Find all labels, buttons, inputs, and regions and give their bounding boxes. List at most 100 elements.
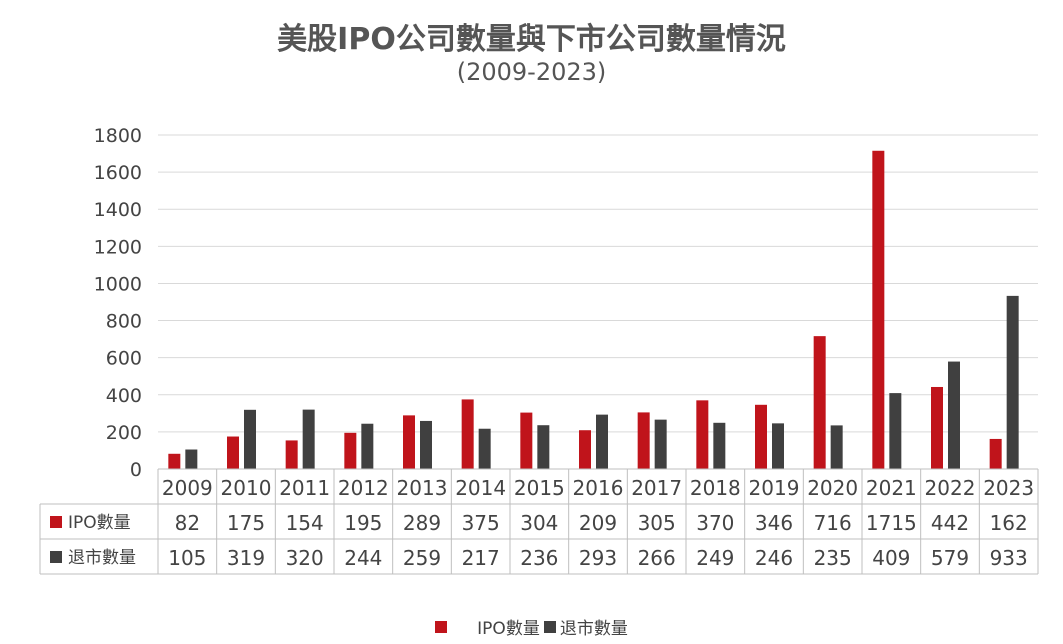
table-cell-ipo-2018: 370 xyxy=(696,511,734,535)
bar-delist-2017 xyxy=(654,419,667,469)
bar-ipo-2022 xyxy=(931,386,943,469)
bar-ipo-2020 xyxy=(813,336,826,469)
table-cell-ipo-2013: 289 xyxy=(403,511,441,535)
bar-delist-2010 xyxy=(244,409,256,469)
y-tick-label-1200: 1200 xyxy=(94,236,142,258)
table-cell-delist-2015: 236 xyxy=(520,546,558,570)
table-cell-ipo-2019: 346 xyxy=(755,511,793,535)
table-cell-delist-2011: 320 xyxy=(286,546,324,570)
legend-item-delist: 退市數量 xyxy=(543,614,628,639)
y-tick-label-1600: 1600 xyxy=(94,162,142,184)
x-category-label-2014: 2014 xyxy=(455,476,506,500)
x-category-label-2018: 2018 xyxy=(690,476,741,500)
x-category-label-2017: 2017 xyxy=(631,476,682,500)
table-cell-delist-2017: 266 xyxy=(638,546,676,570)
y-tick-label-400: 400 xyxy=(106,385,142,407)
bar-delist-2021 xyxy=(889,393,902,469)
y-tick-label-800: 800 xyxy=(106,311,142,333)
x-category-label-2019: 2019 xyxy=(749,476,800,500)
bar-delist-2023 xyxy=(1006,295,1019,469)
bar-ipo-2016 xyxy=(579,430,591,469)
table-cell-ipo-2020: 716 xyxy=(814,511,852,535)
table-cell-delist-2023: 933 xyxy=(990,546,1028,570)
bar-delist-2012 xyxy=(361,423,374,469)
y-tick-label-1400: 1400 xyxy=(94,199,142,221)
bar-delist-2009 xyxy=(185,449,198,469)
table-cell-delist-2021: 409 xyxy=(872,546,910,570)
table-cell-ipo-2016: 209 xyxy=(579,511,617,535)
table-cell-delist-2018: 249 xyxy=(696,546,734,570)
table-cell-delist-2014: 217 xyxy=(462,546,500,570)
bar-ipo-2019 xyxy=(755,404,767,469)
table-row-header-ipo: IPO數量 xyxy=(68,513,131,533)
table-cell-delist-2010: 319 xyxy=(227,546,265,570)
table-cell-ipo-2023: 162 xyxy=(990,511,1028,535)
x-category-label-2010: 2010 xyxy=(221,476,272,500)
bar-ipo-2021 xyxy=(872,150,885,469)
x-category-label-2009: 2009 xyxy=(162,476,213,500)
legend-label-delist: 退市數量 xyxy=(559,619,628,639)
table-row-header-delist: 退市數量 xyxy=(68,548,136,568)
y-tick-label-0: 0 xyxy=(130,459,142,481)
x-category-label-2012: 2012 xyxy=(338,476,389,500)
table-cell-ipo-2009: 82 xyxy=(175,511,200,535)
table-cell-ipo-2010: 175 xyxy=(227,511,265,535)
bar-ipo-2018 xyxy=(696,400,709,469)
x-category-label-2020: 2020 xyxy=(807,476,858,500)
legend-label-ipo: IPO數量 xyxy=(477,619,540,639)
bar-delist-2013 xyxy=(420,420,432,469)
bar-ipo-2017 xyxy=(637,412,650,469)
table-cell-ipo-2021: 1715 xyxy=(866,511,917,535)
x-category-label-2013: 2013 xyxy=(397,476,448,500)
table-cell-delist-2009: 105 xyxy=(168,546,206,570)
chart-title: 美股IPO公司數量與下市公司數量情況 xyxy=(277,22,786,57)
table-cell-delist-2020: 235 xyxy=(814,546,852,570)
x-category-label-2011: 2011 xyxy=(279,476,330,500)
table-cell-delist-2019: 246 xyxy=(755,546,793,570)
bar-delist-2015 xyxy=(537,425,550,469)
x-category-label-2021: 2021 xyxy=(866,476,917,500)
table-cell-ipo-2014: 375 xyxy=(462,511,500,535)
bar-delist-2018 xyxy=(713,422,726,469)
chart-legend: IPO數量 退市數量 xyxy=(0,614,1063,639)
x-category-label-2016: 2016 xyxy=(573,476,624,500)
legend-item-ipo: IPO數量 xyxy=(435,614,540,639)
legend-swatch-ipo xyxy=(435,620,448,633)
bar-delist-2011 xyxy=(302,409,315,469)
y-tick-label-200: 200 xyxy=(106,422,142,444)
chart-subtitle: (2009-2023) xyxy=(456,58,607,86)
bar-ipo-2023 xyxy=(989,438,1002,469)
bar-delist-2022 xyxy=(948,361,960,469)
bar-ipo-2012 xyxy=(344,432,357,469)
bar-ipo-2010 xyxy=(227,436,239,469)
legend-swatch-delist xyxy=(543,620,556,633)
table-cell-ipo-2017: 305 xyxy=(638,511,676,535)
table-cell-ipo-2011: 154 xyxy=(286,511,324,535)
table-cell-delist-2016: 293 xyxy=(579,546,617,570)
bar-ipo-2009 xyxy=(168,453,181,469)
table-cell-delist-2013: 259 xyxy=(403,546,441,570)
bar-ipo-2011 xyxy=(285,440,298,469)
table-cell-ipo-2012: 195 xyxy=(344,511,382,535)
x-category-label-2015: 2015 xyxy=(514,476,565,500)
table-cell-delist-2012: 244 xyxy=(344,546,382,570)
x-category-label-2023: 2023 xyxy=(983,476,1034,500)
bar-ipo-2014 xyxy=(461,399,474,469)
bar-delist-2016 xyxy=(596,414,608,469)
bar-ipo-2013 xyxy=(403,415,415,469)
table-cell-ipo-2022: 442 xyxy=(931,511,969,535)
bar-ipo-2015 xyxy=(520,412,533,469)
table-swatch-delist xyxy=(50,551,62,563)
bar-delist-2020 xyxy=(830,425,843,469)
y-tick-label-1000: 1000 xyxy=(94,273,142,295)
table-swatch-ipo xyxy=(50,516,62,528)
bar-delist-2019 xyxy=(772,423,784,469)
table-cell-ipo-2015: 304 xyxy=(520,511,558,535)
table-cell-delist-2022: 579 xyxy=(931,546,969,570)
x-category-label-2022: 2022 xyxy=(925,476,976,500)
y-tick-label-1800: 1800 xyxy=(94,125,142,147)
bar-delist-2014 xyxy=(478,428,491,469)
y-tick-label-600: 600 xyxy=(106,348,142,370)
